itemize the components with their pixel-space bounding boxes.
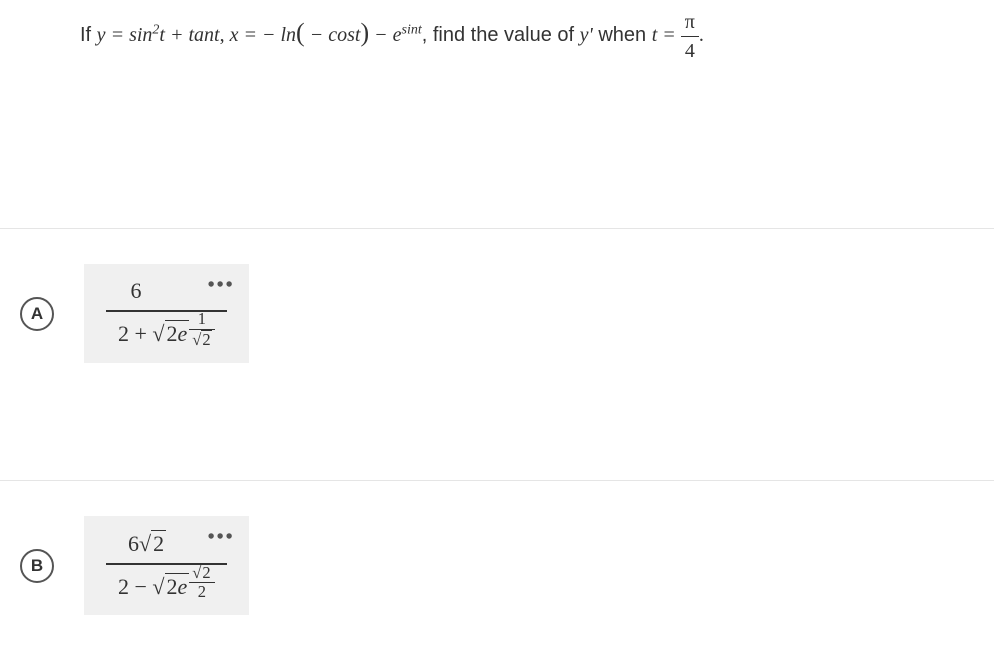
rparen: ) <box>360 18 369 47</box>
opt-b-num-sqrt: 2 <box>151 530 166 557</box>
opt-b-num-coeff: 6 <box>128 531 139 556</box>
opt-a-den: 2 + √2e1√2 <box>106 312 227 348</box>
frac-pi-4: π4 <box>681 8 699 65</box>
exp-sin: sin <box>402 22 418 37</box>
opt-a-e: e <box>178 321 188 346</box>
fn-tan: tan <box>188 24 214 46</box>
sqrt-icon: √2 <box>139 530 166 557</box>
plus: + <box>165 24 189 46</box>
opt-b-e: e <box>178 574 188 599</box>
option-b-row[interactable]: B ••• 6√2 xxx 2 − √2e√22 <box>0 480 994 650</box>
neg2: − <box>305 24 329 46</box>
opt-b-exp: √22 <box>189 563 214 601</box>
opt-a-exp-den-sqrt: 2 <box>201 330 211 349</box>
period: . <box>699 24 704 46</box>
sqrt-icon: √2e <box>152 320 189 347</box>
eq2: = <box>238 24 262 46</box>
opt-a-exp-num: 1 <box>189 310 214 329</box>
var-e: e <box>393 24 402 46</box>
opt-a-sqrt-2: 2 <box>167 321 178 346</box>
fn-ln: ln <box>280 24 296 46</box>
option-b-label: B <box>20 549 54 583</box>
four: 4 <box>681 37 699 65</box>
opt-b-exp-den: 2 <box>189 583 214 601</box>
opt-b-exp-num-sqrt: 2 <box>201 563 211 582</box>
eq3: = <box>657 24 681 46</box>
option-a-row[interactable]: A ••• 6 xxxxx 2 + √2e1√2 <box>0 228 994 398</box>
opt-b-den: 2 − √2e√22 <box>106 565 227 601</box>
neg1: − <box>262 24 281 46</box>
yprime: y' <box>580 24 593 46</box>
opt-a-exp-den: √2 <box>189 330 214 349</box>
opt-b-den-prefix: 2 − <box>118 574 152 599</box>
pi: π <box>681 8 699 37</box>
more-icon[interactable]: ••• <box>208 274 235 297</box>
sqrt-icon: √2e <box>152 573 189 600</box>
opt-b-sqrt-2: 2 <box>167 574 178 599</box>
find-text: , find the value of <box>422 24 580 46</box>
question-prefix: If <box>80 24 97 46</box>
opt-a-den-prefix: 2 + <box>118 321 152 346</box>
opt-a-exp: 1√2 <box>189 310 214 348</box>
opt-a-num-val: 6 <box>131 278 142 303</box>
var-y: y <box>97 24 106 46</box>
question-text: If y = sin2t + tant, x = − ln( − cost) −… <box>80 8 984 65</box>
more-icon[interactable]: ••• <box>208 526 235 549</box>
lparen: ( <box>296 18 305 47</box>
when-text: when <box>593 24 652 46</box>
option-a-content: ••• 6 xxxxx 2 + √2e1√2 <box>84 264 249 362</box>
option-a-label: A <box>20 297 54 331</box>
minus: − <box>369 24 393 46</box>
opt-b-exp-num: √2 <box>189 563 214 583</box>
comma: , <box>220 24 230 46</box>
fn-sin: sin <box>129 24 152 46</box>
option-b-content: ••• 6√2 xxx 2 − √2e√22 <box>84 516 249 615</box>
fn-cos: cos <box>328 24 355 46</box>
eq1: = <box>106 24 130 46</box>
